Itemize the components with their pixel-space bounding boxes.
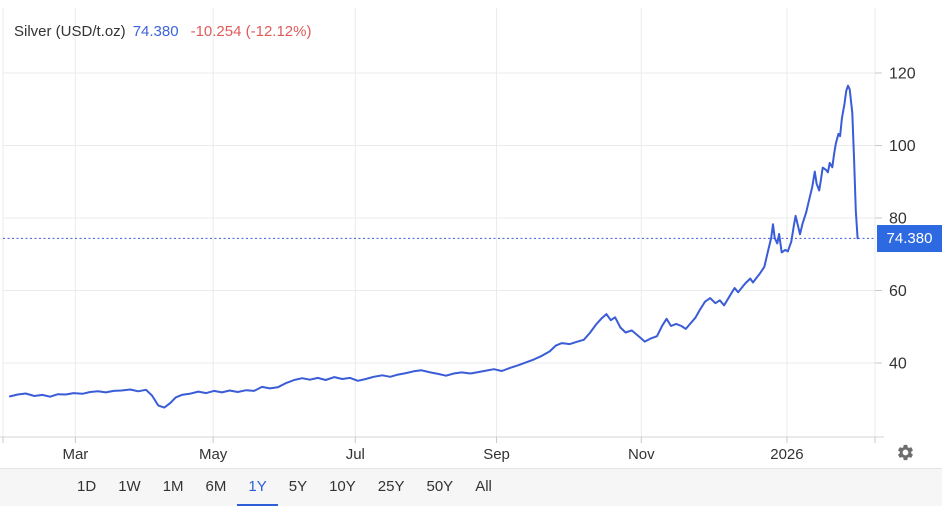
x-axis-tick-label: Jul	[346, 446, 365, 463]
y-axis-tick-label: 40	[889, 356, 907, 373]
y-axis-tick-label: 120	[889, 66, 916, 83]
range-button-all[interactable]: All	[475, 478, 492, 495]
settings-gear-icon[interactable]	[896, 443, 915, 462]
range-button-10y[interactable]: 10Y	[329, 478, 356, 495]
range-button-1w[interactable]: 1W	[118, 478, 141, 495]
y-axis-tick-label: 60	[889, 283, 907, 300]
range-button-1m[interactable]: 1M	[162, 478, 184, 495]
range-button-25y[interactable]: 25Y	[377, 478, 405, 495]
range-button-1d[interactable]: 1D	[77, 478, 97, 495]
price-change: -10.254 (-12.12%)	[190, 23, 312, 40]
instrument-title: Silver (USD/t.oz)	[14, 23, 126, 40]
range-button-5y[interactable]: 5Y	[288, 478, 308, 495]
range-button-6m[interactable]: 6M	[205, 478, 227, 495]
x-axis-labels: Mar May Jul Sep Nov 2026	[62, 446, 803, 463]
price-chart[interactable]: Mar May Jul Sep Nov 2026 120 100 80 60 40	[0, 0, 942, 470]
x-axis-tick-label: 2026	[770, 446, 803, 463]
y-axis-labels: 120 100 80 60 40	[889, 66, 916, 373]
vertical-gridlines	[2, 8, 876, 437]
y-axis-tick-label: 100	[889, 138, 916, 155]
axis-ticks	[2, 72, 882, 443]
x-axis-tick-label: Nov	[628, 446, 655, 463]
x-axis-tick-label: May	[199, 446, 228, 463]
chart-header: Silver (USD/t.oz) 74.380 -10.254 (-12.12%)	[14, 23, 311, 40]
range-button-1y[interactable]: 1Y	[237, 469, 278, 506]
y-axis-tick-label: 80	[889, 211, 907, 228]
x-axis-tick-label: Sep	[483, 446, 510, 463]
price-series-line	[9, 84, 859, 409]
range-toolbar: 1D 1W 1M 6M 1Y 5Y 10Y 25Y 50Y All	[0, 468, 942, 506]
current-price-badge: 74.380	[877, 224, 942, 252]
horizontal-gridlines	[3, 72, 875, 364]
last-price: 74.380	[132, 23, 179, 40]
x-axis-tick-label: Mar	[62, 446, 88, 463]
range-button-50y[interactable]: 50Y	[426, 478, 454, 495]
